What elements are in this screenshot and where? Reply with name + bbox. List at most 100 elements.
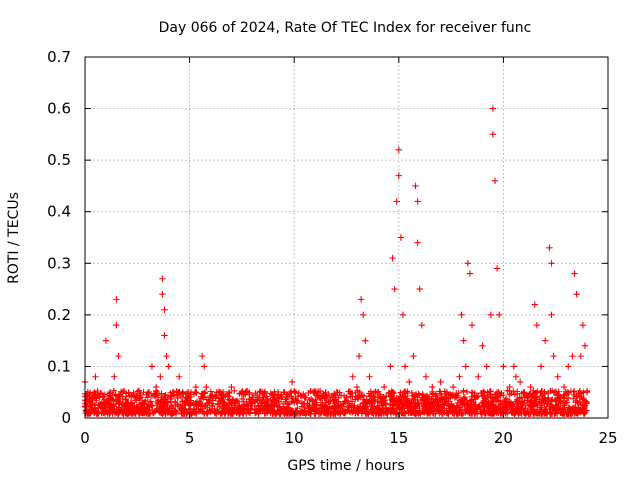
density-point xyxy=(161,392,168,399)
density-point xyxy=(162,410,169,417)
density-point xyxy=(160,396,167,403)
density-point xyxy=(256,394,263,401)
data-point xyxy=(491,177,499,184)
data-point xyxy=(577,352,585,360)
data-point xyxy=(113,296,120,303)
density-point xyxy=(369,397,376,404)
density-point xyxy=(523,393,530,400)
data-point xyxy=(397,234,405,241)
density-point xyxy=(578,401,585,408)
data-point xyxy=(115,352,122,360)
density-point xyxy=(141,398,148,405)
data-point xyxy=(144,394,151,401)
density-point xyxy=(207,388,214,395)
density-point xyxy=(325,410,332,417)
density-point xyxy=(362,404,369,411)
density-point xyxy=(199,393,206,400)
density-point xyxy=(275,388,282,395)
density-point xyxy=(489,395,496,402)
density-point xyxy=(461,394,468,401)
density-point xyxy=(319,401,326,408)
density-point xyxy=(405,409,412,416)
density-point xyxy=(158,405,165,412)
density-point xyxy=(581,404,588,411)
density-point xyxy=(99,404,106,411)
density-point xyxy=(557,400,564,407)
data-point xyxy=(516,378,524,386)
data-point xyxy=(468,321,476,329)
data-point xyxy=(443,389,451,396)
chart-title: Day 066 of 2024, Rate Of TEC Index for r… xyxy=(159,20,532,36)
plot-frame xyxy=(84,56,609,419)
density-point xyxy=(126,410,133,417)
data-point xyxy=(186,399,193,406)
data-point xyxy=(395,146,402,154)
density-point xyxy=(98,410,105,417)
density-point xyxy=(317,410,324,417)
data-point xyxy=(119,389,126,396)
density-point xyxy=(106,400,113,407)
density-point xyxy=(375,388,382,395)
density-point xyxy=(125,389,132,396)
data-point xyxy=(418,321,426,329)
density-point xyxy=(267,410,274,417)
density-point xyxy=(527,401,534,408)
data-point xyxy=(349,373,356,380)
density-point xyxy=(373,405,380,412)
data-point xyxy=(207,394,214,401)
density-point xyxy=(473,406,480,413)
density-point xyxy=(374,404,381,411)
data-point xyxy=(546,244,553,252)
density-point xyxy=(245,405,252,412)
density-point xyxy=(537,389,544,396)
density-point xyxy=(345,388,352,395)
density-point xyxy=(338,403,345,410)
density-point xyxy=(244,387,251,394)
density-point xyxy=(439,410,446,417)
density-point xyxy=(530,387,537,394)
density-point xyxy=(580,410,587,417)
density-point xyxy=(393,402,400,409)
data-point xyxy=(483,363,490,370)
data-point xyxy=(161,332,168,339)
density-point xyxy=(363,396,370,403)
density-point xyxy=(453,410,460,417)
x-tick-label-5: 5 xyxy=(185,429,195,447)
data-point xyxy=(579,321,587,329)
x-axis-title: GPS time / hours xyxy=(287,458,404,474)
data-point xyxy=(387,363,394,370)
density-point xyxy=(436,407,443,414)
density-point xyxy=(233,407,240,414)
density-point xyxy=(467,405,474,412)
density-point xyxy=(144,404,151,411)
data-point xyxy=(412,182,419,190)
x-tick-label-10: 10 xyxy=(285,429,304,447)
density-point xyxy=(553,405,560,412)
density-point xyxy=(413,405,420,412)
data-point xyxy=(537,363,545,370)
density-point xyxy=(443,407,450,414)
density-point xyxy=(163,400,170,407)
density-point xyxy=(227,399,234,406)
data-point xyxy=(548,311,555,319)
data-point xyxy=(429,383,436,391)
density-point xyxy=(212,410,219,417)
density-point xyxy=(551,410,558,417)
density-point xyxy=(494,393,501,400)
data-point xyxy=(550,352,557,360)
density-point xyxy=(483,398,490,405)
density-point xyxy=(417,410,424,417)
data-point xyxy=(583,389,591,396)
density-point xyxy=(401,389,408,396)
density-point xyxy=(464,397,471,404)
density-point xyxy=(468,393,475,400)
density-point xyxy=(320,404,327,411)
density-point xyxy=(179,398,186,405)
density-point xyxy=(577,409,584,416)
data-point xyxy=(489,131,497,138)
y-tick-label-0.3: 0.3 xyxy=(47,254,71,272)
density-point xyxy=(364,400,371,407)
data-point xyxy=(437,378,444,386)
data-point xyxy=(161,306,168,313)
density-point xyxy=(411,410,418,417)
